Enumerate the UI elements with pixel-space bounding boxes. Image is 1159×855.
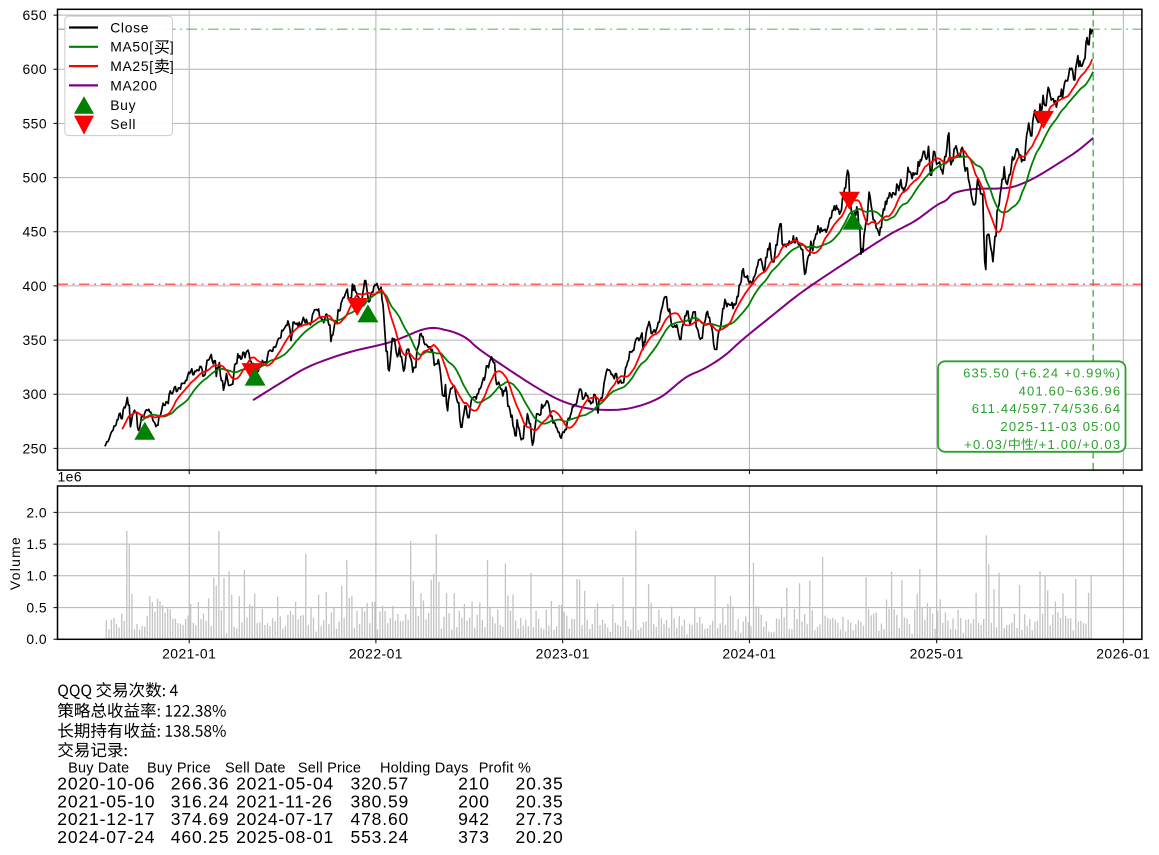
svg-text:27.73: 27.73 [516, 809, 564, 829]
svg-text:300: 300 [22, 386, 47, 402]
svg-text:460.25: 460.25 [171, 827, 230, 847]
svg-text:Buy Date: Buy Date [68, 761, 129, 777]
svg-text:20.35: 20.35 [516, 791, 564, 811]
svg-text:2020-10-06: 2020-10-06 [57, 774, 155, 794]
svg-text:Buy Price: Buy Price [147, 761, 211, 777]
svg-text:611.44/597.74/536.64: 611.44/597.74/536.64 [972, 401, 1122, 416]
svg-text:478.60: 478.60 [351, 809, 410, 829]
svg-text:/+1.00/+0.03: /+1.00/+0.03 [1034, 437, 1121, 452]
svg-text:550: 550 [22, 115, 47, 131]
svg-text:374.69: 374.69 [171, 809, 230, 829]
svg-text:266.36: 266.36 [171, 774, 230, 794]
svg-text:Close: Close [110, 19, 149, 35]
svg-text:Sell Date: Sell Date [225, 761, 286, 777]
svg-text:2.0: 2.0 [26, 504, 47, 520]
svg-text:Profit %: Profit % [479, 761, 531, 777]
svg-text:2021-12-17: 2021-12-17 [57, 809, 155, 829]
svg-text:2021-01: 2021-01 [162, 646, 216, 662]
svg-text:2024-01: 2024-01 [722, 646, 776, 662]
svg-text:600: 600 [22, 61, 47, 77]
svg-text:450: 450 [22, 224, 47, 240]
svg-text:200: 200 [458, 791, 490, 811]
svg-text:Volume: Volume [7, 536, 23, 590]
svg-text:373: 373 [458, 827, 490, 847]
svg-text:320.57: 320.57 [351, 774, 410, 794]
svg-text:2022-01: 2022-01 [349, 646, 403, 662]
svg-text:942: 942 [458, 809, 490, 829]
svg-text:0.0: 0.0 [26, 631, 47, 647]
svg-text:500: 500 [22, 170, 47, 186]
svg-text:2021-11-26: 2021-11-26 [236, 791, 333, 811]
svg-text:400: 400 [22, 278, 47, 294]
svg-text:MA25[: MA25[ [110, 58, 154, 74]
svg-text:MA50[: MA50[ [110, 39, 154, 55]
svg-text:350: 350 [22, 332, 47, 348]
svg-text:Holding Days: Holding Days [380, 761, 469, 777]
svg-text:]: ] [170, 58, 175, 74]
svg-text:380.59: 380.59 [351, 791, 410, 811]
svg-text:2024-07-17: 2024-07-17 [236, 809, 334, 829]
svg-text:+0.03/: +0.03/ [964, 437, 1008, 452]
svg-text:]: ] [170, 39, 175, 55]
svg-text:1e6: 1e6 [58, 469, 83, 485]
svg-text:250: 250 [22, 440, 47, 456]
svg-text:20.35: 20.35 [516, 774, 564, 794]
svg-text:401.60~636.96: 401.60~636.96 [1019, 383, 1122, 398]
svg-text:2026-01: 2026-01 [1096, 646, 1150, 662]
svg-text:1.0: 1.0 [26, 568, 47, 584]
svg-text:0.5: 0.5 [26, 600, 47, 616]
svg-text:2021-05-04: 2021-05-04 [236, 774, 334, 794]
svg-text:Sell: Sell [110, 116, 136, 132]
svg-text:20.20: 20.20 [516, 827, 564, 847]
svg-text:Buy: Buy [110, 97, 136, 113]
svg-text:210: 210 [458, 774, 490, 794]
svg-text:2024-07-24: 2024-07-24 [57, 827, 155, 847]
svg-text:635.50 (+6.24 +0.99%): 635.50 (+6.24 +0.99%) [963, 365, 1121, 380]
svg-text:Sell Price: Sell Price [298, 761, 361, 777]
svg-text:2023-01: 2023-01 [536, 646, 590, 662]
svg-text:2025-08-01: 2025-08-01 [236, 827, 334, 847]
svg-text:MA200: MA200 [110, 77, 158, 93]
svg-text:316.24: 316.24 [171, 791, 230, 811]
svg-text:2025-01: 2025-01 [910, 646, 964, 662]
svg-text:553.24: 553.24 [351, 827, 410, 847]
svg-text:2025-11-03 05:00: 2025-11-03 05:00 [1000, 419, 1121, 434]
svg-text:1.5: 1.5 [26, 536, 47, 552]
svg-text:2021-05-10: 2021-05-10 [57, 791, 155, 811]
svg-text:650: 650 [22, 7, 47, 23]
